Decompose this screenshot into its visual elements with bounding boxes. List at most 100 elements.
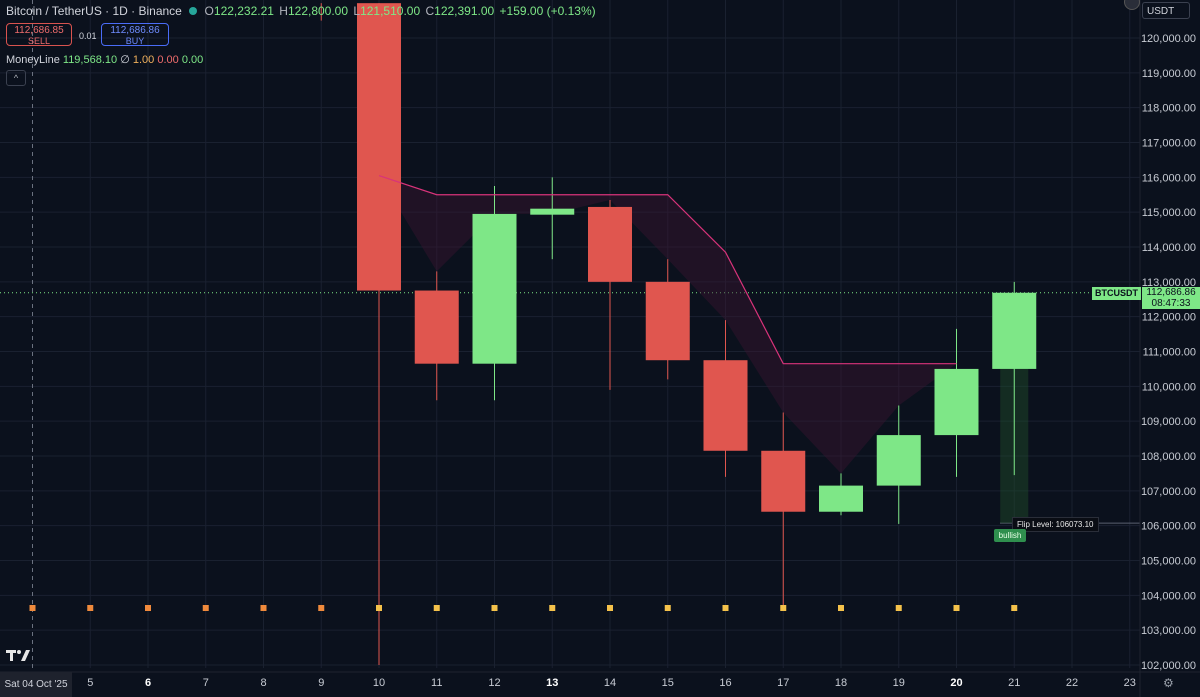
indicator-value-3: 0.00 xyxy=(157,54,179,66)
buy-price: 112,686.86 xyxy=(110,25,160,36)
symbol-title[interactable]: Bitcoin / TetherUS · 1D · Binance xyxy=(6,4,182,18)
signal-marker xyxy=(145,605,151,611)
date-tick-label: 9 xyxy=(318,677,324,689)
candle-body xyxy=(414,290,459,364)
indicator-value-4: 0.00 xyxy=(181,54,204,66)
date-tick-label: 18 xyxy=(835,677,847,689)
price-tick-label: 113,000.00 xyxy=(1142,277,1196,289)
price-tick-label: 118,000.00 xyxy=(1142,103,1196,115)
date-tick-label: 14 xyxy=(604,677,616,689)
last-price: 112,686.86 xyxy=(1146,287,1196,298)
signal-marker xyxy=(838,605,844,611)
date-tick-label: 20 xyxy=(950,677,962,689)
date-tick-label: 6 xyxy=(145,677,151,689)
open-value: 122,232.21 xyxy=(213,4,274,18)
market-status-icon xyxy=(189,7,198,15)
price-tick-label: 115,000.00 xyxy=(1142,207,1196,219)
date-tick-label: 11 xyxy=(431,677,442,689)
high-label: H xyxy=(279,4,288,18)
price-tick-label: 108,000.00 xyxy=(1141,451,1196,463)
signal-marker xyxy=(895,605,902,611)
change-value: +159.00 (+0.13%) xyxy=(499,4,596,18)
spread-value: 0.01 xyxy=(79,31,97,41)
candle-body xyxy=(703,360,748,451)
last-price-tag: 112,686.86 08:47:33 xyxy=(1142,287,1200,309)
date-tick-label: 13 xyxy=(546,677,558,689)
signal-marker xyxy=(29,605,36,611)
moneyline-path xyxy=(378,175,957,365)
price-tick-label: 117,000.00 xyxy=(1142,138,1196,150)
buy-label: BUY xyxy=(125,36,145,46)
date-tick-label: 17 xyxy=(777,677,789,689)
price-tick-label: 112,000.00 xyxy=(1142,312,1196,324)
signal-marker xyxy=(722,605,729,611)
price-tick-label: 106,000.00 xyxy=(1141,521,1196,533)
signal-marker xyxy=(318,605,325,611)
candles xyxy=(320,3,1037,665)
candle-body xyxy=(588,206,632,282)
sell-label: SELL xyxy=(27,36,51,46)
collapse-legend-button[interactable]: ^ xyxy=(6,70,26,86)
price-tick-label: 103,000.00 xyxy=(1141,625,1196,637)
moneyline xyxy=(378,175,957,365)
date-tick-label: 19 xyxy=(893,677,905,689)
date-tick-label: 10 xyxy=(373,677,385,689)
price-tick-label: 119,000.00 xyxy=(1142,68,1196,80)
indicator-symbol: ∅ xyxy=(120,54,130,66)
low-label: L xyxy=(353,4,361,18)
date-tick-label: 22 xyxy=(1066,677,1078,689)
settings-gear-icon[interactable]: ⚙ xyxy=(1163,676,1174,690)
price-tick-label: 110,000.00 xyxy=(1142,381,1196,393)
candle-body xyxy=(357,3,401,291)
candle-body xyxy=(472,213,517,364)
indicator-legend[interactable]: MoneyLine 119,568.10 ∅ 1.00 0.00 0.00 xyxy=(6,53,203,66)
signal-marker xyxy=(549,605,556,611)
indicator-value-1: 119,568.10 xyxy=(62,54,118,66)
indicator-name: MoneyLine xyxy=(6,54,60,66)
date-tick-label: 16 xyxy=(719,677,731,689)
signal-marker xyxy=(433,605,440,611)
price-tick-label: 102,000.00 xyxy=(1141,660,1196,672)
low-value: 121,510.00 xyxy=(360,4,421,18)
indicator-value-2: 1.00 xyxy=(132,54,155,66)
signal-marker xyxy=(780,605,787,611)
candle-body xyxy=(934,368,979,436)
price-tick-label: 105,000.00 xyxy=(1141,556,1196,568)
signal-marker xyxy=(87,605,94,611)
date-tick-label: 5 xyxy=(87,677,93,689)
date-tick-label: 8 xyxy=(260,677,266,689)
moneyline-band-fill xyxy=(379,175,957,474)
bottom-markers xyxy=(29,605,1018,611)
signal-marker xyxy=(260,605,267,611)
price-tick-label: 120,000.00 xyxy=(1141,33,1196,45)
candle-body xyxy=(530,208,575,215)
candle-body xyxy=(819,485,863,512)
currency-selector[interactable]: USDT xyxy=(1142,2,1190,19)
buy-button[interactable]: 112,686.86 BUY xyxy=(101,23,169,46)
date-tick-label: 21 xyxy=(1008,677,1020,689)
candle-body xyxy=(761,450,806,512)
date-tick-label: 15 xyxy=(662,677,674,689)
price-tick-label: 111,000.00 xyxy=(1143,347,1196,359)
signal-marker xyxy=(376,605,382,611)
sell-button[interactable]: 112,686.85 SELL xyxy=(6,23,72,46)
sell-price: 112,686.85 xyxy=(14,25,64,36)
date-tick-label: 23 xyxy=(1124,677,1136,689)
candle-body xyxy=(645,281,690,361)
signal-marker xyxy=(491,605,498,611)
price-tick-label: 114,000.00 xyxy=(1142,242,1196,254)
symbol-price-tag: BTCUSDT xyxy=(1092,287,1141,300)
tradingview-logo-icon[interactable] xyxy=(6,647,32,663)
signal-marker xyxy=(953,605,960,611)
crosshair-date: Sat 04 Oct '25 xyxy=(0,672,72,697)
high-value: 122,800.00 xyxy=(287,4,349,18)
date-tick-label: 12 xyxy=(488,677,500,689)
signal-marker xyxy=(1011,605,1018,611)
date-tick-label: 7 xyxy=(203,677,209,689)
signal-marker xyxy=(664,605,671,611)
flip-level-label: Flip Level: 106073.10 xyxy=(1012,517,1099,532)
open-label: O xyxy=(204,4,214,18)
